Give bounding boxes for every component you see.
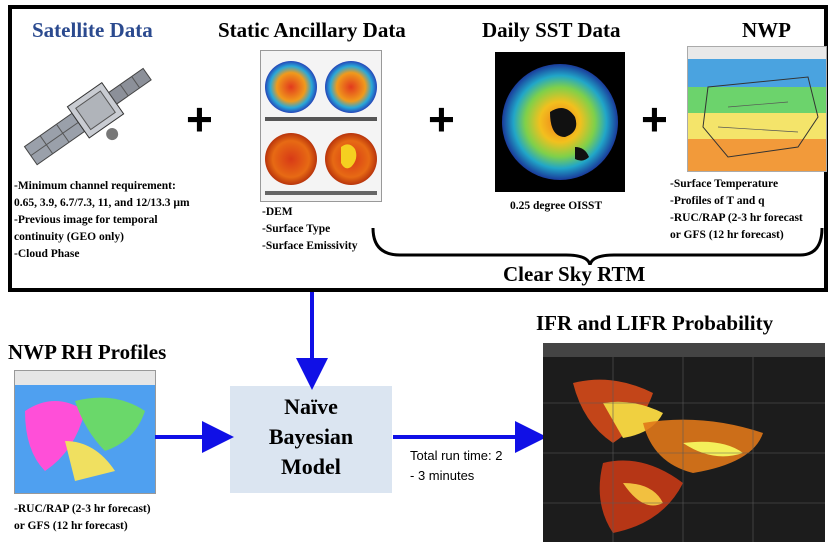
nwp-note-1: -Surface Temperature [670, 178, 779, 190]
satellite-data-title: Satellite Data [32, 18, 153, 42]
nwp-note-2: -Profiles of T and q [670, 195, 765, 207]
nwp-title: NWP [742, 18, 791, 42]
satellite-note-1: -Minimum channel requirement: [14, 180, 176, 192]
ancillary-note-2: -Surface Type [262, 223, 331, 235]
model-line-1: Naïve [284, 394, 338, 419]
nwp-note-4: or GFS (12 hr forecast) [670, 229, 784, 241]
satellite-icon [23, 67, 152, 166]
satellite-note-2: 0.65, 3.9, 6.7/7.3, 11, and 12/13.3 µm [14, 197, 190, 209]
plus-sign-2: + [428, 93, 455, 145]
ancillary-note-3: -Surface Emissivity [262, 240, 358, 252]
clear-sky-rtm-label: Clear Sky RTM [503, 262, 646, 286]
model-line-3: Model [281, 454, 341, 479]
nwp-note-3: -RUC/RAP (2-3 hr forecast [670, 212, 803, 224]
naive-bayesian-model-box: Naïve Bayesian Model [230, 386, 392, 493]
run-time-line-2: - 3 minutes [410, 468, 475, 483]
plus-sign-3: + [641, 93, 668, 145]
sst-globe-image [495, 52, 625, 192]
static-ancillary-title: Static Ancillary Data [218, 18, 406, 42]
rh-note-1: -RUC/RAP (2-3 hr forecast) [14, 503, 151, 515]
daily-sst-title: Daily SST Data [482, 18, 621, 42]
nwp-map-image [687, 46, 827, 172]
nwp-rh-profiles-title: NWP RH Profiles [8, 340, 167, 364]
rh-note-2: or GFS (12 hr forecast) [14, 520, 128, 532]
run-time-line-1: Total run time: 2 [410, 448, 503, 463]
ifr-probability-map-image [543, 343, 825, 542]
satellite-note-3: -Previous image for temporal [14, 214, 158, 226]
sst-note: 0.25 degree OISST [510, 200, 603, 212]
rh-profile-map-image [14, 370, 156, 494]
model-line-2: Bayesian [268, 424, 354, 449]
rtm-bracket [371, 227, 824, 265]
ancillary-maps-image [260, 50, 382, 202]
satellite-note-5: -Cloud Phase [14, 248, 80, 260]
satellite-note-4: continuity (GEO only) [14, 231, 124, 243]
plus-sign-1: + [186, 93, 213, 145]
ancillary-note-1: -DEM [262, 206, 293, 218]
ifr-lifr-title: IFR and LIFR Probability [536, 311, 774, 335]
